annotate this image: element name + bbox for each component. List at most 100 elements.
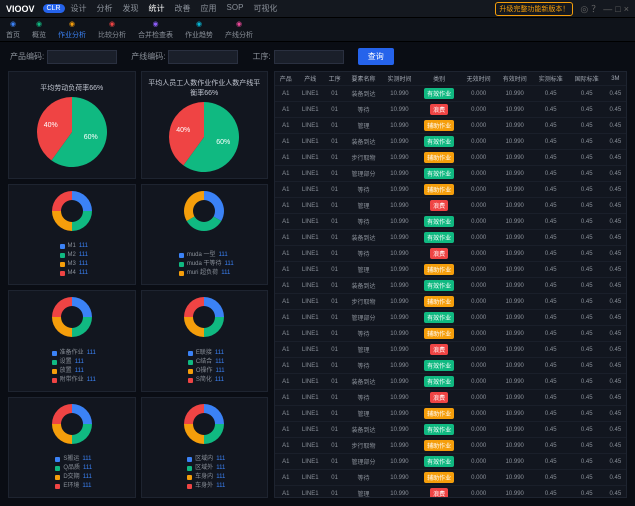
menu-item-1[interactable]: 分析: [97, 3, 113, 14]
menu-item-2[interactable]: 发现: [123, 3, 139, 14]
table-cell: 10.990: [381, 374, 417, 390]
table-cell: 辅助作业: [417, 118, 460, 134]
table-row[interactable]: A1LINE101等待10.990辅助作业0.00010.9900.450.45…: [275, 326, 626, 342]
table-cell: A1: [275, 390, 297, 406]
table-header-row: 产品产线工序要素名称实测时间类别无效时间有效时间实测标准国际标准3M: [275, 72, 626, 86]
table-row[interactable]: A1LINE101管理10.990辅助作业0.00010.9900.450.45…: [275, 118, 626, 134]
table-cell: 0.000: [461, 406, 497, 422]
window-btn-1[interactable]: ？: [591, 4, 600, 14]
table-row[interactable]: A1LINE101等待10.990有效作业0.00010.9900.450.45…: [275, 214, 626, 230]
pie2-chart: 60%40%: [169, 102, 239, 172]
toolbar-btn-6[interactable]: ◉产线分析: [219, 19, 259, 40]
table-row[interactable]: A1LINE101步行取物10.990辅助作业0.00010.9900.450.…: [275, 150, 626, 166]
table-cell: 10.990: [381, 358, 417, 374]
table-row[interactable]: A1LINE101管理部分10.990有效作业0.00010.9900.450.…: [275, 166, 626, 182]
toolbar-btn-1[interactable]: ◉概览: [26, 19, 52, 40]
legend-row: E联接 111: [188, 349, 225, 358]
table-row[interactable]: A1LINE101装备到达10.990有效作业0.00010.9900.450.…: [275, 422, 626, 438]
window-btn-3[interactable]: □: [615, 4, 620, 14]
table-cell: 0.000: [461, 150, 497, 166]
table-row[interactable]: A1LINE101装备到达10.990有效作业0.00010.9900.450.…: [275, 230, 626, 246]
donut-card-2: 准备作业 111设置 111放置 111附带作业 111: [8, 290, 136, 391]
table-row[interactable]: A1LINE101步行取物10.990辅助作业0.00010.9900.450.…: [275, 294, 626, 310]
legend-row: 区域内 111: [187, 455, 225, 464]
table-cell: 0.000: [461, 438, 497, 454]
table-row[interactable]: A1LINE101管理10.990浪费0.00010.9900.450.450.…: [275, 486, 626, 499]
table-cell: 0.45: [533, 342, 569, 358]
table-cell: 10.990: [381, 118, 417, 134]
table-cell: 0.000: [461, 278, 497, 294]
menu-item-7[interactable]: 可视化: [253, 3, 277, 14]
query-button[interactable]: 查询: [358, 48, 394, 65]
table-cell: 01: [324, 470, 346, 486]
table-cell: 等待: [345, 182, 381, 198]
table-header: 有效时间: [497, 72, 533, 86]
pie-card-2: 平均人员工人数作业作业人数产线平衡率66% 60%40%: [141, 71, 269, 179]
table-cell: 10.990: [497, 294, 533, 310]
window-btn-0[interactable]: ◎: [580, 4, 588, 14]
table-row[interactable]: A1LINE101等待10.990辅助作业0.00010.9900.450.45…: [275, 470, 626, 486]
table-cell: 0.45: [533, 358, 569, 374]
table-cell: 辅助作业: [417, 182, 460, 198]
table-row[interactable]: A1LINE101装备到达10.990有效作业0.00010.9900.450.…: [275, 134, 626, 150]
filter-line-input[interactable]: [168, 50, 238, 64]
legend-row: Q品质 111: [55, 464, 92, 473]
table-row[interactable]: A1LINE101等待10.990浪费0.00010.9900.450.450.…: [275, 246, 626, 262]
table-row[interactable]: A1LINE101装备到达10.990有效作业0.00010.9900.450.…: [275, 278, 626, 294]
table-cell: 0.45: [533, 374, 569, 390]
table-cell: 有效作业: [417, 230, 460, 246]
menu-item-4[interactable]: 改善: [175, 3, 191, 14]
table-row[interactable]: A1LINE101等待10.990浪费0.00010.9900.450.450.…: [275, 102, 626, 118]
table-cell: 0.000: [461, 182, 497, 198]
table-row[interactable]: A1LINE101管理10.990浪费0.00010.9900.450.450.…: [275, 198, 626, 214]
table-cell: 0.45: [533, 406, 569, 422]
table-cell: 等待: [345, 246, 381, 262]
table-cell: 01: [324, 358, 346, 374]
upgrade-alert[interactable]: 升级完整功能新版本！: [495, 2, 573, 16]
table-cell: 0.000: [461, 470, 497, 486]
table-row[interactable]: A1LINE101管理部分10.990有效作业0.00010.9900.450.…: [275, 310, 626, 326]
toolbar-btn-5[interactable]: ◉作业趋势: [179, 19, 219, 40]
table-cell: 0.45: [569, 310, 605, 326]
toolbar-btn-4[interactable]: ◉合并检查表: [132, 19, 179, 40]
table-cell: 0.45: [533, 150, 569, 166]
table-cell: 0.45: [533, 294, 569, 310]
menu-item-3[interactable]: 统计: [149, 3, 165, 14]
table-cell: 10.990: [381, 422, 417, 438]
table-cell: 0.45: [605, 374, 626, 390]
table-cell: 10.990: [381, 86, 417, 102]
table-row[interactable]: A1LINE101管理部分10.990有效作业0.00010.9900.450.…: [275, 454, 626, 470]
menu-item-6[interactable]: SOP: [227, 3, 244, 14]
table-row[interactable]: A1LINE101管理10.990辅助作业0.00010.9900.450.45…: [275, 406, 626, 422]
filter-product-input[interactable]: [47, 50, 117, 64]
toolbar-btn-0[interactable]: ◉首页: [0, 19, 26, 40]
table-cell: 有效作业: [417, 374, 460, 390]
menu-item-5[interactable]: 应用: [201, 3, 217, 14]
table-cell: 10.990: [381, 470, 417, 486]
menu-item-0[interactable]: 设计: [71, 3, 87, 14]
table-row[interactable]: A1LINE101装备到达10.990有效作业0.00010.9900.450.…: [275, 374, 626, 390]
table-cell: LINE1: [297, 118, 324, 134]
table-cell: 10.990: [497, 182, 533, 198]
table-cell: 0.45: [605, 134, 626, 150]
table-row[interactable]: A1LINE101等待10.990辅助作业0.00010.9900.450.45…: [275, 182, 626, 198]
table-row[interactable]: A1LINE101管理10.990辅助作业0.00010.9900.450.45…: [275, 262, 626, 278]
window-btn-4[interactable]: ×: [624, 4, 629, 14]
toolbar-btn-3[interactable]: ◉比较分析: [92, 19, 132, 40]
table-cell: 01: [324, 166, 346, 182]
table-row[interactable]: A1LINE101装备到达10.990有效作业0.00010.9900.450.…: [275, 86, 626, 102]
toolbar-btn-2[interactable]: ◉作业分析: [52, 19, 92, 40]
filter-process-input[interactable]: [274, 50, 344, 64]
table-cell: 0.45: [569, 182, 605, 198]
table-row[interactable]: A1LINE101步行取物10.990辅助作业0.00010.9900.450.…: [275, 438, 626, 454]
table-cell: LINE1: [297, 486, 324, 499]
table-cell: 装备到达: [345, 278, 381, 294]
legend-row: O操作 111: [188, 367, 225, 376]
table-cell: A1: [275, 150, 297, 166]
table-row[interactable]: A1LINE101等待10.990有效作业0.00010.9900.450.45…: [275, 358, 626, 374]
window-btn-2[interactable]: —: [603, 4, 612, 14]
donut-legend: 准备作业 111设置 111放置 111附带作业 111: [52, 349, 96, 385]
table-cell: LINE1: [297, 390, 324, 406]
table-row[interactable]: A1LINE101等待10.990浪费0.00010.9900.450.450.…: [275, 390, 626, 406]
table-row[interactable]: A1LINE101管理10.990浪费0.00010.9900.450.450.…: [275, 342, 626, 358]
